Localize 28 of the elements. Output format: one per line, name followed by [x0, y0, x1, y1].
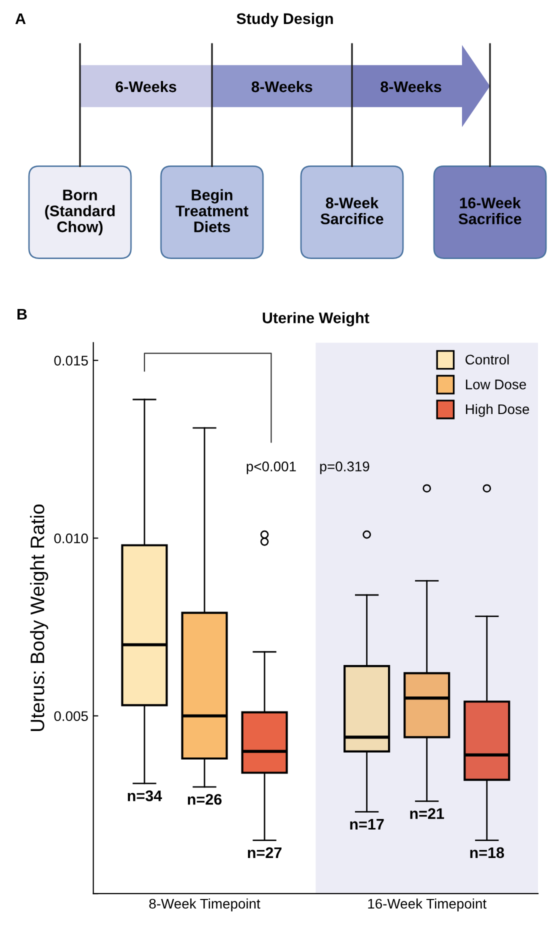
- text: n=26: [188, 794, 222, 805]
- text: n=27: [248, 847, 282, 858]
- text: Study Design: [236, 12, 333, 28]
- legend-label: High Dose: [466, 404, 530, 417]
- text: A: [15, 13, 26, 24]
- legend-label: Low Dose: [466, 380, 526, 390]
- annotation: p<0.001: [246, 462, 296, 474]
- text: Born (Standard Chow): [45, 190, 115, 236]
- annotation: p=0.319: [320, 462, 370, 474]
- text: 8-Weeks: [380, 80, 442, 92]
- chart-title: Uterine Weight: [262, 312, 370, 326]
- text: 16-Week Sacrifice: [458, 197, 522, 224]
- text: n=17: [350, 819, 384, 830]
- y-tick-label: 0.010: [54, 533, 88, 544]
- y-tick-label: 0.015: [54, 356, 88, 366]
- x-tick-label: 16-Week Timepoint: [368, 898, 486, 912]
- text: 8-Weeks: [252, 80, 312, 92]
- text: Begin Treatment Diets: [176, 189, 248, 232]
- text: 8-Week Sarcifice: [320, 197, 384, 224]
- text: n=21: [410, 808, 444, 819]
- text: 6-Weeks: [116, 80, 176, 92]
- x-tick-label: 8-Week Timepoint: [149, 898, 260, 912]
- legend-label: Control: [466, 354, 509, 365]
- y-axis-title: Uterus: Body Weight Ratio: [30, 504, 48, 731]
- text: n=18: [470, 847, 504, 858]
- text: n=34: [128, 790, 162, 802]
- y-tick-label: 0.005: [54, 711, 88, 722]
- text: B: [17, 308, 27, 320]
